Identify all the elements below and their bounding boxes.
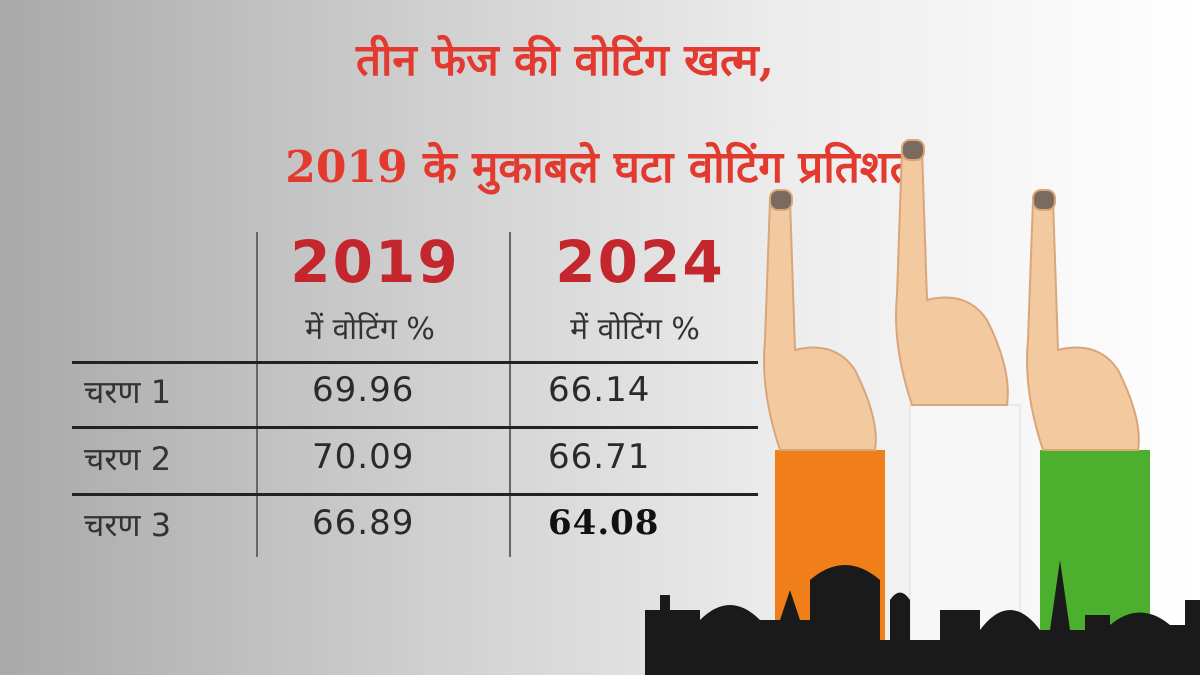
column-year: 2019: [290, 228, 460, 296]
table-cell: 69.96: [312, 370, 415, 410]
row-divider: [72, 493, 758, 496]
column-year: 2024: [555, 228, 725, 296]
column-subtitle: में वोटिंग %: [570, 312, 700, 347]
voting-hands-illustration: [645, 139, 1200, 675]
row-label: चरण 3: [84, 506, 172, 544]
column-subtitle: में वोटिंग %: [305, 312, 435, 347]
table-cell: 66.71: [548, 437, 651, 477]
skyline: [645, 560, 1200, 675]
hands: [763, 139, 1140, 451]
table-cell: 64.08: [548, 503, 660, 543]
title-line: 2019 के मुकाबले घटा वोटिंग प्रतिशत: [285, 142, 915, 193]
title-line: तीन फेज की वोटिंग खत्म,: [355, 35, 775, 86]
table-cell: 66.14: [548, 370, 651, 410]
table-cell: 66.89: [312, 503, 415, 543]
table-cell: 70.09: [312, 437, 415, 477]
column-divider: [509, 232, 511, 557]
row-divider: [72, 426, 758, 429]
row-label: चरण 2: [84, 440, 172, 478]
column-divider: [256, 232, 258, 557]
row-label: चरण 1: [84, 373, 172, 411]
row-divider: [72, 361, 758, 364]
